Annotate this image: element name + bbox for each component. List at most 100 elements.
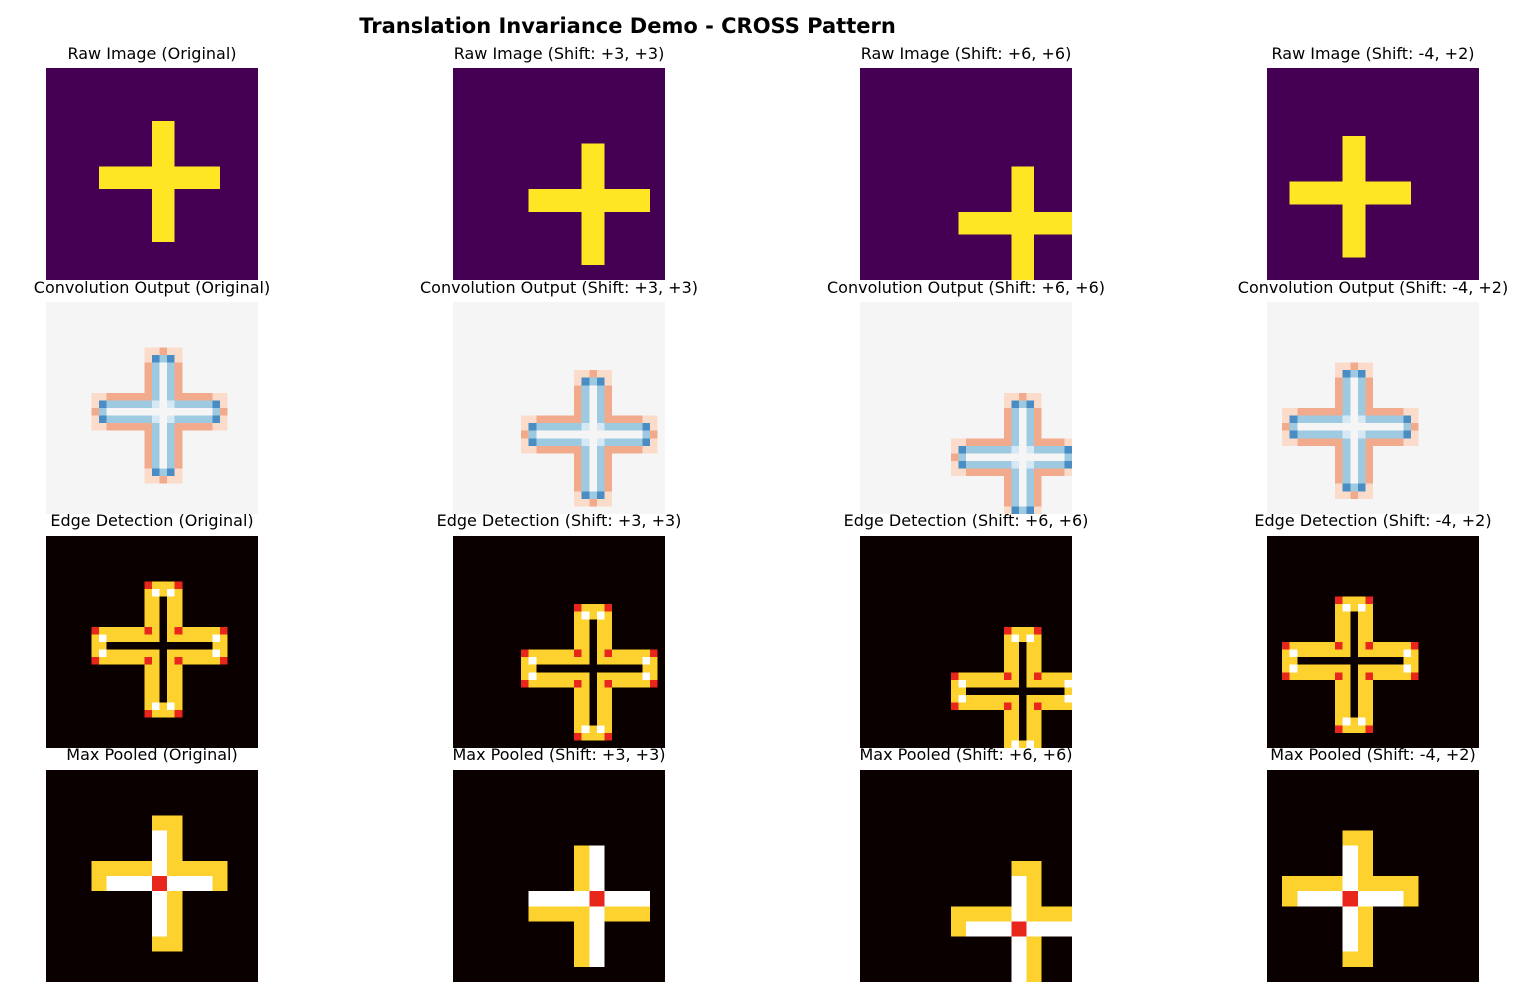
pixel-cell <box>1003 204 1012 213</box>
pixel-cell <box>1327 113 1336 122</box>
pixel-cell <box>182 264 191 273</box>
pixel-cell <box>212 75 221 84</box>
pixel-cell <box>996 181 1005 190</box>
pixel-cell <box>205 453 213 462</box>
pixel-cell <box>657 264 665 273</box>
pixel-cell <box>958 204 967 213</box>
pixel-cell <box>913 227 921 235</box>
pixel-cell <box>46 83 54 92</box>
pixel-cell <box>91 392 100 401</box>
pixel-cell <box>144 257 153 266</box>
pixel-cell <box>642 377 651 386</box>
pixel-cell <box>1019 339 1027 348</box>
pixel-cell <box>634 392 643 401</box>
pixel-cell <box>528 136 537 145</box>
pixel-cell <box>1064 324 1072 333</box>
pixel-cell <box>928 317 937 326</box>
pixel-cell <box>152 483 160 492</box>
pixel-cell <box>61 227 70 235</box>
pixel-cell <box>1034 242 1043 251</box>
pixel-cell <box>483 143 492 152</box>
pixel-cell <box>1320 90 1328 99</box>
pixel-cell <box>167 506 176 514</box>
pixel-cell <box>1433 181 1442 190</box>
pixel-cell <box>867 166 876 175</box>
pixel-cell <box>973 90 982 99</box>
pixel-cell <box>114 438 123 447</box>
pixel-cell <box>958 128 967 137</box>
pixel-cell <box>913 105 921 114</box>
pixel-cell <box>167 98 176 107</box>
pixel-cell <box>1297 196 1306 205</box>
pixel-cell <box>1019 264 1027 273</box>
pixel-cell <box>1441 83 1450 92</box>
pixel-cell <box>475 385 484 394</box>
pixel-cell <box>1320 98 1328 107</box>
pixel-cell <box>189 324 198 333</box>
pixel-cell <box>966 249 974 258</box>
pixel-cell <box>612 249 620 258</box>
pixel-cell <box>129 438 138 447</box>
pixel-cell <box>996 174 1005 182</box>
pixel-cell <box>1350 68 1359 76</box>
pixel-cell <box>1312 128 1321 137</box>
pixel-cell <box>943 249 952 258</box>
pixel-cell <box>129 355 138 363</box>
pixel-cell <box>958 242 967 251</box>
pixel-cell <box>1267 219 1275 228</box>
pixel-cell <box>99 272 107 280</box>
pixel-cell <box>136 408 145 416</box>
pixel-cell <box>83 83 92 92</box>
pixel-cell <box>581 468 590 477</box>
pixel-cell <box>574 332 583 341</box>
pixel-cell <box>551 377 560 386</box>
pixel-cell <box>498 476 507 485</box>
pixel-cell <box>1471 90 1479 99</box>
pixel-cell <box>875 347 884 356</box>
pixel-cell <box>1026 174 1035 182</box>
pixel-cell <box>521 166 530 175</box>
pixel-cell <box>1049 158 1058 167</box>
pixel-cell <box>928 189 937 198</box>
pixel-cell <box>460 324 469 333</box>
pixel-cell <box>1403 83 1412 92</box>
pixel-cell <box>619 234 628 243</box>
pixel-cell <box>913 128 921 137</box>
pixel-cell <box>159 445 168 454</box>
pixel-cell <box>897 189 906 198</box>
pixel-cell <box>76 211 85 220</box>
pixel-cell <box>182 90 191 99</box>
pixel-cell <box>227 339 236 348</box>
pixel-cell <box>1373 121 1381 129</box>
pixel-cell <box>136 136 145 145</box>
pixel-cell <box>913 189 921 198</box>
pixel-cell <box>657 158 665 167</box>
pixel-cell <box>882 204 891 213</box>
pixel-cell <box>1342 242 1351 251</box>
pixel-cell <box>250 491 258 500</box>
pixel-cell <box>205 98 213 107</box>
pixel-cell <box>76 476 85 485</box>
pixel-cell <box>483 385 492 394</box>
pixel-cell <box>1380 272 1389 280</box>
pixel-cell <box>604 415 613 424</box>
pixel-cell <box>205 249 213 258</box>
pixel-cell <box>551 249 560 258</box>
pixel-cell <box>475 196 484 205</box>
pixel-cell <box>536 453 545 462</box>
pixel-cell <box>483 68 492 76</box>
pixel-cell <box>1297 264 1306 273</box>
pixel-cell <box>867 332 876 341</box>
pixel-cell <box>890 257 899 266</box>
pixel-cell <box>1357 211 1366 220</box>
pixel-cell <box>68 75 77 84</box>
pixel-cell <box>521 264 530 273</box>
pixel-cell <box>1026 181 1035 190</box>
pixel-cell <box>943 136 952 145</box>
pixel-cell <box>242 468 251 477</box>
pixel-cell <box>121 445 130 454</box>
pixel-cell <box>189 75 198 84</box>
pixel-cell <box>1049 370 1058 379</box>
pixel-cell <box>182 506 191 514</box>
pixel-cell <box>1019 113 1027 122</box>
